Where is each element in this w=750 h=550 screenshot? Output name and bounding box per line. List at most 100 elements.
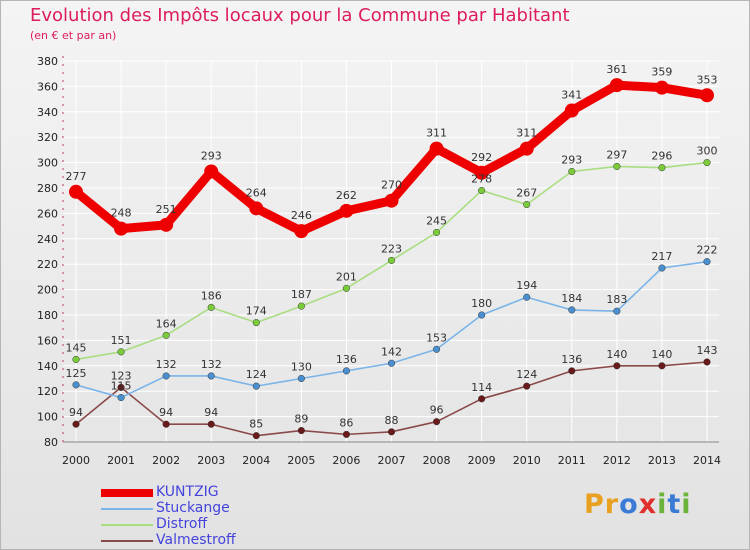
data-label-valmestroff: 89	[294, 413, 308, 426]
data-point-kuntzig	[294, 224, 309, 239]
x-tick-label: 2008	[423, 454, 451, 467]
data-point-valmestroff	[72, 420, 80, 428]
legend-label-kuntzig: KUNTZIG	[156, 484, 219, 500]
data-label-distroff: 151	[111, 334, 132, 347]
data-point-kuntzig	[429, 141, 444, 156]
data-point-valmestroff	[252, 432, 260, 440]
data-point-stuckange	[478, 311, 486, 319]
data-point-valmestroff	[478, 395, 486, 403]
data-point-valmestroff	[658, 362, 666, 370]
data-point-stuckange	[387, 359, 396, 367]
data-point-kuntzig	[474, 165, 489, 180]
data-label-valmestroff: 124	[516, 368, 537, 381]
data-label-valmestroff: 94	[204, 406, 218, 419]
data-point-distroff	[433, 228, 441, 236]
data-point-stuckange	[297, 374, 305, 383]
data-point-kuntzig	[69, 184, 83, 199]
data-label-stuckange: 132	[201, 358, 222, 371]
data-label-valmestroff: 94	[69, 406, 83, 419]
y-tick-label: 140	[37, 360, 58, 373]
y-tick-label: 120	[37, 385, 58, 398]
y-tick-label: 320	[37, 131, 58, 144]
x-tick-label: 2001	[107, 454, 135, 467]
data-point-distroff	[72, 355, 80, 364]
data-point-valmestroff	[613, 362, 621, 370]
data-label-stuckange: 132	[156, 358, 177, 371]
data-label-stuckange: 130	[291, 361, 312, 374]
data-label-stuckange: 136	[336, 353, 357, 366]
legend-item-valmestroff: Valmestroff	[101, 532, 361, 549]
y-tick-label: 180	[37, 309, 58, 322]
x-tick-label: 2005	[287, 454, 315, 467]
data-label-valmestroff: 96	[430, 404, 444, 417]
logo-letter: i	[657, 489, 668, 520]
data-label-kuntzig: 262	[336, 189, 357, 202]
data-label-distroff: 186	[201, 289, 222, 302]
y-tick-label: 260	[37, 207, 58, 220]
y-tick-label: 280	[37, 182, 58, 195]
data-label-kuntzig: 251	[156, 203, 177, 216]
x-tick-label: 2002	[152, 454, 180, 467]
data-point-stuckange	[523, 293, 531, 301]
data-point-kuntzig	[564, 103, 579, 118]
data-label-valmestroff: 143	[697, 344, 718, 357]
data-label-distroff: 296	[651, 150, 672, 163]
data-point-stuckange	[342, 367, 350, 375]
chart-subtitle: (en € et par an)	[30, 29, 117, 42]
data-label-distroff: 297	[606, 148, 627, 161]
data-point-valmestroff	[568, 367, 576, 375]
y-tick-label: 360	[37, 80, 58, 93]
data-label-valmestroff: 140	[651, 348, 672, 361]
data-point-kuntzig	[339, 203, 354, 218]
y-tick-label: 240	[37, 233, 58, 246]
logo-letter: o	[619, 489, 639, 520]
data-label-kuntzig: 311	[516, 127, 537, 140]
data-label-distroff: 300	[697, 145, 718, 158]
data-label-distroff: 187	[291, 288, 312, 301]
data-label-valmestroff: 85	[249, 418, 263, 431]
data-label-valmestroff: 140	[606, 348, 627, 361]
y-tick-label: 80	[44, 436, 58, 449]
data-point-kuntzig	[204, 164, 219, 179]
data-point-distroff	[162, 331, 170, 339]
legend-swatch-stuckange	[101, 508, 153, 510]
data-point-distroff	[117, 348, 125, 356]
legend-item-distroff: Distroff	[101, 516, 361, 533]
proxiti-logo: Proxiti	[584, 489, 692, 520]
data-label-distroff: 145	[66, 341, 87, 354]
x-tick-label: 2007	[378, 454, 406, 467]
data-label-stuckange: 142	[381, 345, 402, 358]
data-point-kuntzig	[159, 217, 174, 232]
y-tick-label: 200	[37, 284, 58, 297]
legend-swatch-distroff	[101, 524, 153, 526]
x-tick-label: 2014	[693, 454, 721, 467]
data-label-distroff: 223	[381, 242, 402, 255]
logo-letter: t	[667, 489, 682, 520]
data-label-kuntzig: 311	[426, 127, 447, 140]
data-label-kuntzig: 341	[561, 89, 582, 102]
x-tick-label: 2013	[648, 454, 676, 467]
data-point-kuntzig	[609, 78, 624, 93]
data-label-kuntzig: 248	[111, 207, 132, 220]
data-label-valmestroff: 94	[159, 406, 173, 419]
data-label-kuntzig: 361	[606, 63, 627, 76]
data-label-valmestroff: 88	[385, 414, 399, 427]
data-point-distroff	[342, 284, 350, 292]
data-label-kuntzig: 264	[246, 186, 267, 199]
data-point-distroff	[703, 159, 711, 167]
legend-swatch-valmestroff	[101, 540, 153, 542]
data-point-stuckange	[568, 306, 576, 314]
data-label-valmestroff: 114	[471, 381, 492, 394]
x-tick-label: 2004	[242, 454, 270, 467]
legend-item-stuckange: Stuckange	[101, 500, 361, 517]
data-label-kuntzig: 292	[471, 151, 492, 164]
data-point-valmestroff	[297, 427, 305, 435]
logo-letter: i	[681, 489, 692, 520]
logo-letter: P	[584, 489, 605, 520]
data-label-kuntzig: 277	[66, 170, 87, 183]
data-point-kuntzig	[114, 221, 129, 236]
data-point-valmestroff	[207, 420, 215, 428]
y-tick-label: 100	[37, 411, 58, 424]
